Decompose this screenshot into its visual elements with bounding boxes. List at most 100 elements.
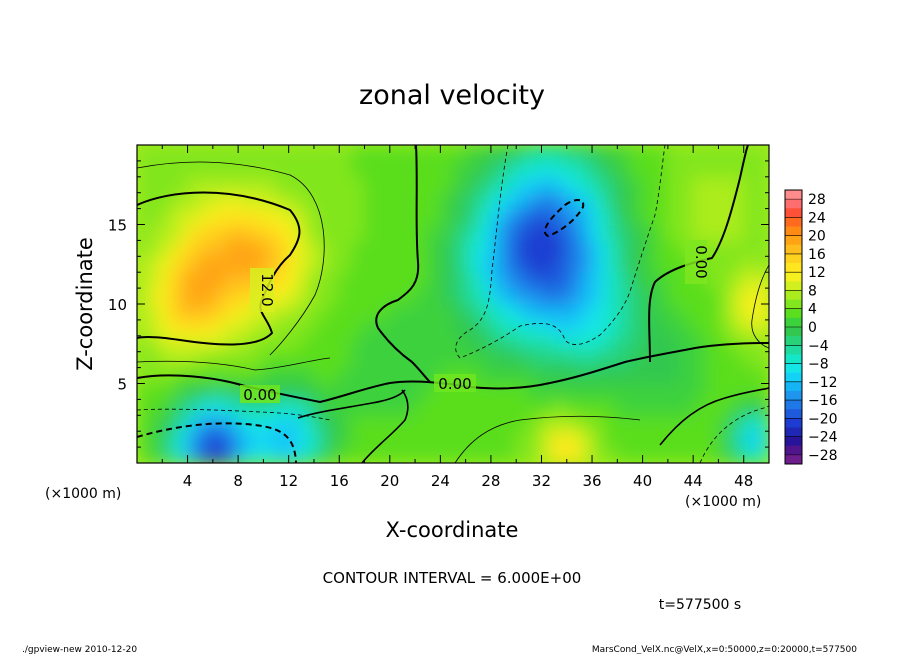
field-cell xyxy=(490,192,505,210)
field-cell xyxy=(477,319,492,337)
field-cell xyxy=(439,176,454,194)
field-cell xyxy=(490,319,505,337)
field-cell xyxy=(528,335,542,353)
field-cell xyxy=(326,224,340,241)
field-cell xyxy=(705,224,719,241)
field-cell xyxy=(389,383,403,400)
field-cell xyxy=(137,414,151,432)
field-cell xyxy=(414,319,429,337)
field-cell xyxy=(212,398,226,416)
field-cell xyxy=(376,176,391,194)
field-cell xyxy=(654,319,669,337)
field-cell xyxy=(667,446,682,463)
field-cell xyxy=(692,383,707,400)
field-cell xyxy=(654,239,669,257)
field-cell xyxy=(616,287,631,305)
field-cell xyxy=(452,287,467,305)
field-cell xyxy=(224,319,239,337)
field-cell xyxy=(414,303,429,321)
field-cell xyxy=(401,446,416,463)
field-cell xyxy=(465,351,479,369)
colorbar-swatch xyxy=(785,354,802,364)
field-cell xyxy=(743,160,757,178)
field-cell xyxy=(452,430,467,448)
field-cell xyxy=(414,351,429,369)
field-cell xyxy=(528,319,542,337)
field-cell xyxy=(705,335,719,353)
field-cell xyxy=(199,208,214,225)
field-cell xyxy=(578,192,593,210)
field-cell xyxy=(755,383,769,400)
field-cell xyxy=(477,176,492,194)
field-cell xyxy=(692,398,707,416)
field-cell xyxy=(540,160,555,178)
field-cell xyxy=(654,287,669,305)
field-cell xyxy=(326,176,340,194)
field-cell xyxy=(680,160,694,178)
field-cell xyxy=(755,160,769,178)
field-cell xyxy=(224,303,239,321)
field-cell xyxy=(553,446,568,463)
field-cell xyxy=(212,287,226,305)
field-cell xyxy=(137,383,151,400)
field-cell xyxy=(465,271,479,289)
field-cell xyxy=(300,192,315,210)
field-cell xyxy=(692,414,707,432)
field-cell xyxy=(427,176,441,194)
field-cell xyxy=(300,271,315,289)
field-cell xyxy=(199,176,214,194)
field-cell xyxy=(667,398,682,416)
colorbar-swatch xyxy=(785,363,802,373)
field-cell xyxy=(490,224,505,241)
field-cell xyxy=(212,176,226,194)
field-cell xyxy=(237,224,252,241)
field-cell xyxy=(401,192,416,210)
field-cell xyxy=(137,145,151,162)
field-cell xyxy=(604,398,618,416)
field-cell xyxy=(680,287,694,305)
field-cell xyxy=(477,414,492,432)
field-cell xyxy=(300,145,315,162)
field-cell xyxy=(161,287,176,305)
field-cell xyxy=(338,176,353,194)
field-cell xyxy=(300,224,315,241)
field-cell xyxy=(604,383,618,400)
field-cell xyxy=(642,176,656,194)
field-cell xyxy=(300,398,315,416)
field-cell xyxy=(401,160,416,178)
plot-area: 12.0 0.00 0.00 0.00 xyxy=(137,145,769,463)
field-cell xyxy=(503,239,517,257)
field-cell xyxy=(237,351,252,369)
contour-interval: CONTOUR INTERVAL = 6.000E+00 xyxy=(323,569,582,587)
field-cell xyxy=(326,398,340,416)
field-cell xyxy=(452,192,467,210)
field-cell xyxy=(717,160,732,178)
field-cell xyxy=(540,145,555,162)
field-cell xyxy=(288,303,302,321)
field-cell xyxy=(288,335,302,353)
field-cell xyxy=(250,351,264,369)
field-cell xyxy=(187,383,201,400)
field-cell xyxy=(642,192,656,210)
field-cell xyxy=(149,176,163,194)
field-cell xyxy=(427,351,441,369)
field-cell xyxy=(629,430,644,448)
field-cell xyxy=(465,303,479,321)
field-cell xyxy=(237,160,252,178)
field-cell xyxy=(465,255,479,273)
field-cell xyxy=(250,335,264,353)
field-cell xyxy=(667,351,682,369)
contour-neg6-thin-left xyxy=(137,408,331,421)
field-cell xyxy=(642,383,656,400)
field-cell xyxy=(351,367,366,384)
field-cell xyxy=(326,255,340,273)
field-cell xyxy=(680,208,694,225)
field-cell xyxy=(389,414,403,432)
field-cell xyxy=(730,398,745,416)
field-cell xyxy=(629,319,644,337)
field-cell xyxy=(174,430,189,448)
field-cell xyxy=(427,271,441,289)
field-cell xyxy=(654,208,669,225)
field-cell xyxy=(717,430,732,448)
field-cell xyxy=(503,303,517,321)
